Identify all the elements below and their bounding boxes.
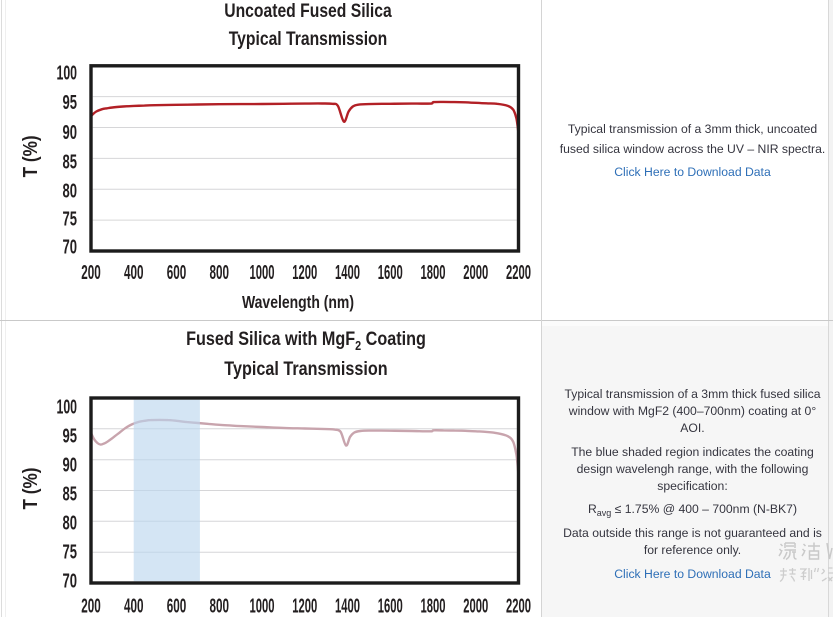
svg-text:1600: 1600 — [378, 595, 403, 617]
svg-text:2200: 2200 — [506, 595, 531, 617]
svg-text:80: 80 — [63, 513, 78, 535]
svg-text:95: 95 — [63, 426, 78, 448]
svg-text:400: 400 — [124, 595, 144, 617]
svg-text:1400: 1400 — [335, 595, 360, 617]
svg-text:100: 100 — [57, 62, 78, 84]
svg-text:100: 100 — [57, 397, 78, 419]
svg-text:85: 85 — [63, 152, 78, 174]
svg-text:90: 90 — [63, 455, 78, 477]
svg-text:T (%): T (%) — [20, 468, 42, 510]
svg-text:400: 400 — [124, 262, 144, 284]
svg-text:800: 800 — [209, 262, 229, 284]
svg-text:2000: 2000 — [463, 595, 488, 617]
svg-text:200: 200 — [81, 262, 101, 284]
svg-text:70: 70 — [63, 571, 78, 593]
svg-text:Wavelength (nm): Wavelength (nm) — [242, 292, 354, 312]
svg-text:1800: 1800 — [421, 262, 446, 284]
svg-text:600: 600 — [167, 262, 187, 284]
svg-text:70: 70 — [63, 237, 78, 259]
svg-text:80: 80 — [63, 180, 78, 202]
svg-text:1600: 1600 — [378, 262, 403, 284]
svg-text:1800: 1800 — [421, 595, 446, 617]
svg-text:85: 85 — [63, 484, 78, 506]
svg-text:1200: 1200 — [292, 262, 317, 284]
svg-text:1200: 1200 — [292, 595, 317, 617]
svg-text:1000: 1000 — [250, 595, 275, 617]
svg-text:800: 800 — [209, 595, 229, 617]
svg-text:200: 200 — [81, 595, 101, 617]
svg-text:90: 90 — [63, 122, 78, 144]
svg-text:75: 75 — [63, 208, 78, 230]
svg-text:T (%): T (%) — [20, 135, 42, 177]
svg-text:1000: 1000 — [250, 262, 275, 284]
svg-text:95: 95 — [63, 92, 78, 114]
svg-text:75: 75 — [63, 542, 78, 564]
svg-text:2000: 2000 — [463, 262, 488, 284]
svg-text:1400: 1400 — [335, 262, 360, 284]
svg-text:600: 600 — [167, 595, 187, 617]
svg-text:2200: 2200 — [506, 262, 531, 284]
